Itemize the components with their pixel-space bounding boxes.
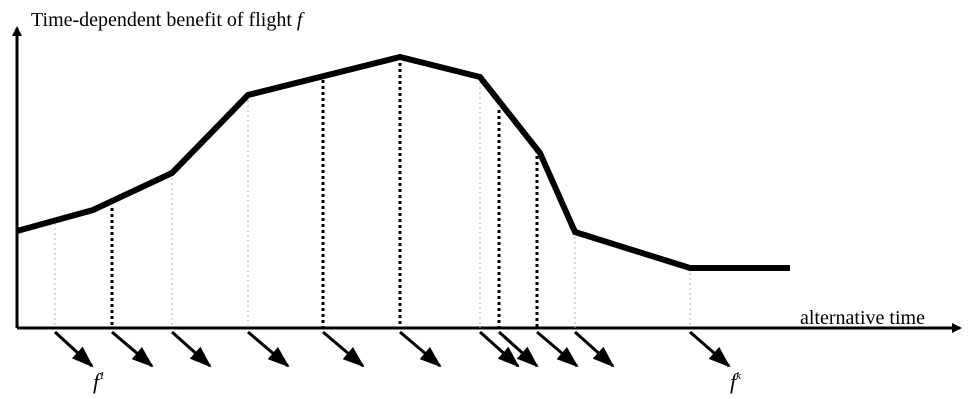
flight-arrow <box>399 330 442 368</box>
flight-arrow <box>536 330 579 368</box>
flight-arrow <box>573 330 615 368</box>
last-flight-label: fk <box>730 369 742 394</box>
benefit-curve <box>16 53 790 271</box>
flight-arrow <box>53 330 94 368</box>
flight-arrow <box>322 330 365 368</box>
flight-arrow <box>497 330 539 368</box>
faint-dotted-lines <box>54 77 691 328</box>
bold-dotted-lines <box>110 57 539 328</box>
flight-arrow <box>111 330 154 368</box>
first-flight-label: f1 <box>93 369 105 394</box>
flight-arrow <box>478 330 520 368</box>
x-axis-title: alternative time <box>800 307 925 329</box>
flight-arrows <box>53 330 731 368</box>
flight-arrow <box>689 330 731 368</box>
flight-arrow <box>247 330 290 368</box>
y-axis-title: Time-dependent benefit of flight f <box>31 9 305 31</box>
flight-arrow <box>170 330 212 368</box>
